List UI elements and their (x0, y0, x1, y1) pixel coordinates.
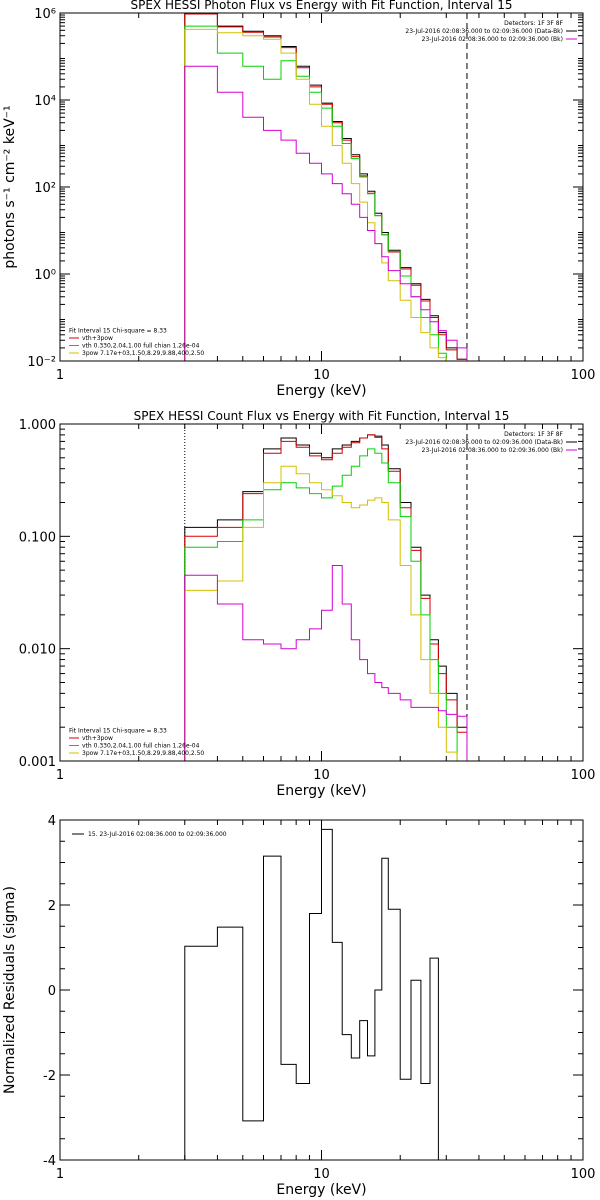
p2-x-tick-label: 100 (571, 768, 596, 783)
p1-series-2-line (184, 13, 468, 361)
p1-y-axis-label: photons s⁻¹ cm⁻² keV⁻¹ (2, 105, 18, 268)
p3-x-axis-label: Energy (keV) (276, 1182, 366, 1198)
p2-x-axis-label: Energy (keV) (276, 783, 366, 799)
p1-y-tick-label: 10⁰ (34, 268, 56, 283)
p2-series-3-line (184, 448, 467, 762)
p3-y-tick-label: 0 (48, 984, 56, 999)
p1-legend-tr-text: Detectors: 1F 3F 8F (504, 20, 563, 27)
p1-plot-frame (59, 12, 584, 362)
p1-series-5-line (184, 65, 468, 361)
p3-y-tick-label: -2 (43, 1069, 56, 1084)
p1-y-tick-label: 10² (34, 181, 56, 196)
p1-series-4-line (184, 28, 467, 362)
p1-x-tick-label: 100 (571, 368, 596, 383)
p2-legend-tr-text: 23-Jul-2016 02:08:36.000 to 02:09:36.000… (405, 439, 563, 446)
p1-x-axis-label: Energy (keV) (276, 383, 366, 399)
p2-y-tick-label: 1.000 (19, 418, 56, 433)
p1-legend-bl-text: vth+3pow (82, 335, 113, 342)
p2-series-2-line (184, 434, 468, 761)
p1-y-tick-label: 10⁴ (34, 94, 56, 109)
p3-x-tick-label: 100 (571, 1167, 596, 1182)
p2-title: SPEX HESSI Count Flux vs Energy with Fit… (134, 409, 510, 423)
p1-legend-bl-text: 3pow 7.17e+03,1.50,8.29,9.88,400,2.50 (82, 350, 204, 357)
p1-legend-bl-text: vth 0.330,2.04,1.00 full chian 1.26e-04 (82, 343, 200, 350)
p3-y-tick-label: 4 (48, 814, 56, 829)
p2-y-tick-label: 0.100 (19, 530, 56, 545)
p2-legend-tr-text: 23-Jul-2016 02:08:36.000 to 02:09:36.000… (422, 447, 563, 454)
p2-legend-tr-text: Detectors: 1F 3F 8F (504, 431, 563, 438)
p2-series-5-line (184, 565, 468, 761)
p2-x-tick-label: 1 (56, 768, 64, 783)
p1-x-tick-label: 10 (313, 368, 330, 383)
p2-x-tick-label: 10 (313, 768, 330, 783)
p2-y-tick-label: 0.010 (19, 643, 56, 658)
p3-legend-tl-text: 15. 23-Jul-2016 02:08:36.000 to 02:09:36… (88, 831, 227, 838)
p3-x-tick-label: 1 (56, 1167, 64, 1182)
p2-series-4-line (184, 465, 467, 762)
p1-series-3-line (184, 25, 467, 362)
p2-legend-bl-text: vth 0.330,2.04,1.00 full chian 1.26e-04 (82, 743, 200, 750)
p1-y-tick-label: 10⁶ (34, 7, 56, 22)
p3-series-1-line (184, 828, 467, 1161)
p3-y-axis-label: Normalized Residuals (sigma) (2, 886, 18, 1094)
p1-x-tick-label: 1 (56, 368, 64, 383)
p3-y-tick-label: -4 (43, 1154, 56, 1169)
p2-plot-frame (59, 423, 584, 762)
p2-legend-bl-text: Fit Interval 15 Chi-square = 8.33 (69, 728, 167, 735)
p1-y-tick-label: 10⁻² (27, 355, 56, 370)
p2-legend-bl-text: vth+3pow (82, 735, 113, 742)
p2-legend-bl-text: 3pow 7.17e+03,1.50,8.29,9.88,400,2.50 (82, 750, 204, 757)
p1-series-1-line (184, 12, 468, 361)
p3-x-tick-label: 10 (313, 1167, 330, 1182)
p1-legend-tr-text: 23-Jul-2016 02:08:36.000 to 02:09:36.000… (405, 28, 563, 35)
p3-plot-frame (59, 819, 584, 1161)
p1-legend-bl-text: Fit Interval 15 Chi-square = 8.33 (69, 328, 167, 335)
p1-legend-tr-text: 23-Jul-2016 02:08:36.000 to 02:09:36.000… (422, 36, 563, 43)
p2-y-tick-label: 0.001 (19, 755, 56, 770)
p1-title: SPEX HESSI Photon Flux vs Energy with Fi… (131, 0, 513, 12)
p3-y-tick-label: 2 (48, 899, 56, 914)
